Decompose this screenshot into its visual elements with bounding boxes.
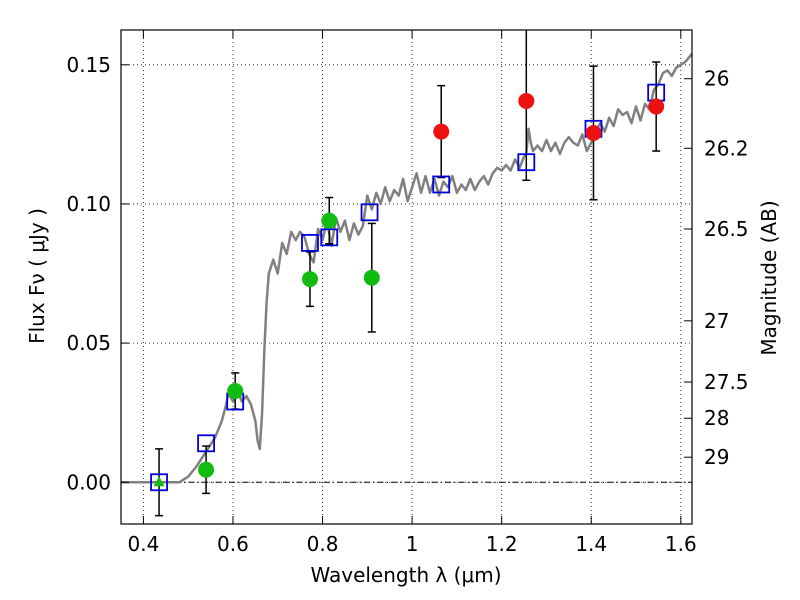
right-axis-label: Magnitude (AB): [757, 200, 781, 355]
y-tick-label: 0.10: [66, 192, 111, 216]
measurement-point-0-1: [198, 461, 215, 478]
magnitude-tick-label: 27: [704, 309, 729, 333]
model-photometry-square-7: [517, 153, 536, 172]
model-photometry-square-3: [301, 234, 319, 252]
x-tick-label: 1.6: [665, 532, 697, 556]
measurement-point-0-2: [227, 382, 244, 399]
model-photometry-square-4: [320, 228, 339, 247]
upper-limit-triangle-0-0: [153, 476, 165, 487]
magnitude-tick-label: 26.2: [704, 136, 749, 160]
y-tick-label: 0.00: [66, 470, 111, 494]
model-photometry-square-5: [360, 203, 379, 222]
x-tick-label: 1: [406, 532, 419, 556]
plot-frame: [120, 29, 693, 525]
model-photometry-square-6: [432, 175, 451, 194]
x-tick-label: 0.6: [217, 532, 249, 556]
model-photometry-markers: [150, 83, 666, 492]
measurement-point-0-5: [363, 269, 380, 286]
x-tick-label: 1.4: [575, 532, 607, 556]
measurement-point-1-3: [648, 98, 665, 115]
measurement-markers: [153, 92, 665, 487]
model-sed-line: [121, 52, 693, 484]
x-tick-label: 1.2: [486, 532, 518, 556]
model-photometry-square-1: [197, 434, 215, 453]
x-tick-label: 0.8: [307, 532, 339, 556]
magnitude-tick-label: 27.5: [704, 370, 749, 394]
x-axis-label: Wavelength λ (μm): [310, 563, 501, 587]
magnitude-tick-label: 26.5: [704, 217, 749, 241]
measurement-point-1-1: [518, 92, 535, 109]
y-tick-label: 0.05: [66, 331, 111, 355]
y-axis-label: Flux Fν ( μJy ): [25, 208, 49, 344]
model-photometry-square-0: [150, 473, 168, 492]
x-tick-label: 0.4: [127, 532, 159, 556]
magnitude-tick-label: 28: [704, 406, 729, 430]
magnitude-tick-label: 26: [704, 67, 729, 91]
axis-ticks: 0.4 0.6 0.8 1 1.2 1.4 1.6 0.00 0.05 0.10 0.15 26 26.…: [66, 30, 749, 556]
measurement-point-0-4: [321, 212, 338, 229]
magnitude-tick-label: 29: [704, 445, 729, 469]
measurement-point-0-3: [301, 271, 318, 288]
measurement-point-1-0: [433, 123, 450, 140]
measurement-point-1-2: [585, 124, 602, 141]
y-tick-label: 0.15: [66, 53, 111, 77]
